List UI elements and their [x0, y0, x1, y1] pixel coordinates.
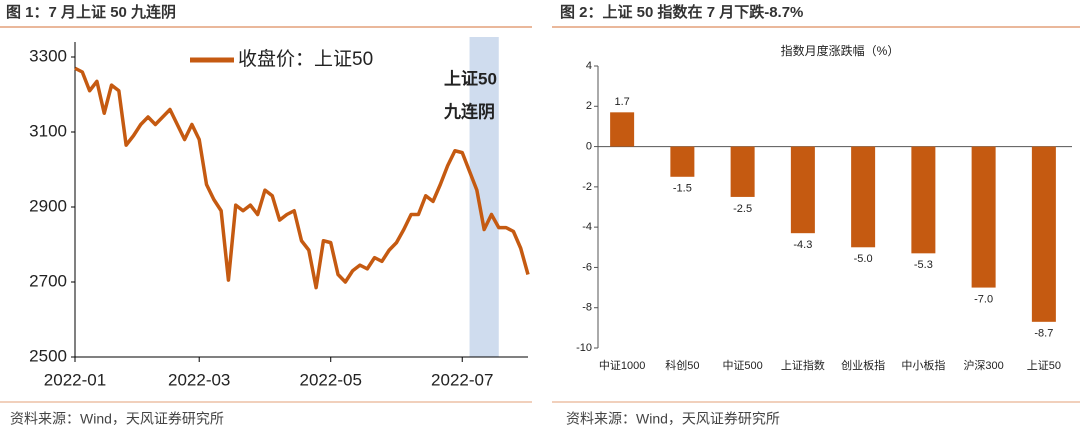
x-tick-label: 2022-01 — [44, 370, 106, 389]
x-tick-label: 2022-03 — [168, 370, 230, 389]
x-tick-label: 沪深300 — [963, 358, 1003, 372]
chart-subtitle: 指数月度涨跌幅（%） — [781, 43, 900, 58]
bar — [610, 112, 635, 147]
y-tick-label: 3300 — [29, 46, 67, 65]
bar — [670, 146, 695, 177]
y-tick-label: 2500 — [29, 346, 67, 365]
line-series — [74, 66, 530, 290]
bar — [851, 146, 876, 248]
y-tick-label: -2 — [582, 181, 592, 193]
bar — [971, 146, 996, 288]
value-label: -7.0 — [974, 293, 993, 305]
bar — [911, 146, 936, 254]
annotation: 上证50 — [444, 69, 497, 88]
annotation: 九连阴 — [443, 101, 495, 121]
y-tick-label: 3100 — [29, 121, 67, 140]
source: 资料来源：Wind，天风证券研究所 — [566, 411, 780, 427]
y-tick-label: -8 — [582, 302, 592, 314]
value-label: -2.5 — [733, 203, 752, 215]
x-tick-label: 中证500 — [722, 359, 762, 372]
value-label: -1.5 — [673, 183, 692, 195]
y-tick-label: 4 — [586, 60, 592, 72]
y-tick-label: -6 — [582, 261, 592, 273]
value-label: -4.3 — [793, 239, 812, 251]
bar — [730, 146, 755, 197]
value-label: -5.0 — [854, 253, 873, 265]
shaded-span — [469, 37, 499, 357]
chart-title: 图 2：上证 50 指数在 7 月下跌-8.7% — [560, 3, 803, 21]
x-tick-label: 创业板指 — [841, 358, 885, 372]
x-tick-label: 科创50 — [665, 358, 699, 372]
x-tick-label: 上证指数 — [781, 358, 825, 372]
y-tick-label: 0 — [586, 140, 592, 152]
y-tick-label: 2 — [586, 100, 592, 112]
value-label: 1.7 — [614, 96, 629, 108]
x-tick-label: 上证50 — [1027, 359, 1061, 372]
x-tick-label: 2022-05 — [300, 370, 362, 389]
x-tick-label: 中证1000 — [599, 359, 645, 372]
value-label: -8.7 — [1034, 328, 1053, 340]
source: 资料来源：Wind，天风证券研究所 — [10, 411, 224, 427]
x-tick-label: 2022-07 — [431, 370, 493, 389]
chart-title: 图 1：7 月上证 50 九连阴 — [6, 3, 176, 21]
bar — [790, 146, 815, 234]
y-tick-label: 2700 — [29, 271, 67, 290]
y-tick-label: -4 — [582, 221, 592, 233]
y-tick-label: -10 — [576, 342, 592, 354]
legend-label: 收盘价：上证50 — [238, 48, 373, 70]
y-tick-label: 2900 — [29, 196, 67, 215]
bar — [1031, 146, 1056, 322]
value-label: -5.3 — [914, 259, 933, 271]
x-tick-label: 中小板指 — [901, 358, 945, 372]
